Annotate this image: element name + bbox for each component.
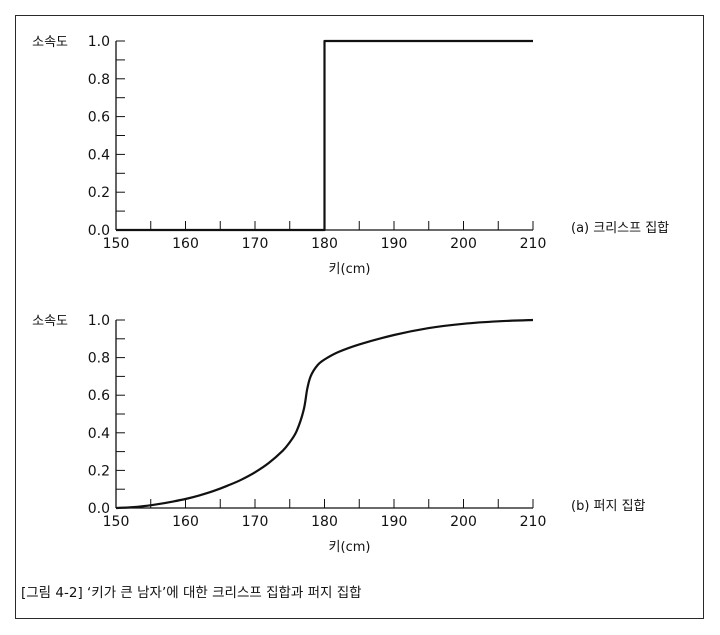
panel-a-series-line <box>116 39 533 232</box>
panel-b-x-axis-title: 키(cm) <box>329 540 371 555</box>
panel-a-y-tick-label: 0.6 <box>88 110 110 126</box>
panel-a-y-tick-label: 0.2 <box>88 185 110 201</box>
panel-a-y-tick-label: 0.8 <box>88 72 110 88</box>
panel-a-x-tick-label: 210 <box>520 236 547 252</box>
panel-b-y-tick-label: 0.6 <box>88 388 110 404</box>
figure-frame <box>15 15 704 619</box>
panel-a-y-tick-label: 1.0 <box>88 34 110 50</box>
panel-a-x-tick-label: 180 <box>311 236 338 252</box>
panel-b-y-axis-title: 소속도 <box>32 314 68 329</box>
panel-a-x-tick-label: 160 <box>172 236 199 252</box>
panel-b-x-tick-label: 190 <box>381 514 408 530</box>
panel-b-label: (b) 퍼지 집합 <box>571 499 646 514</box>
panel-a-label: (a) 크리스프 집합 <box>571 221 669 236</box>
panel-b-y-tick-label: 0.2 <box>88 463 110 479</box>
panel-a-x-tick-label: 200 <box>450 236 477 252</box>
panel-b-x-tick-label: 200 <box>450 514 477 530</box>
panel-b-x-tick-label: 210 <box>520 514 547 530</box>
panel-a-x-tick-label: 150 <box>103 236 130 252</box>
panel-b-series-line <box>115 318 534 510</box>
panel-b-y-tick-label: 0.4 <box>88 426 110 442</box>
panel-b-x-tick-label: 180 <box>311 514 338 530</box>
panel-a-x-tick-label: 170 <box>242 236 269 252</box>
panel-b-x-tick-label: 160 <box>172 514 199 530</box>
panel-b-y-tick-label: 1.0 <box>88 313 110 329</box>
panel-a-y-tick-label: 0.4 <box>88 147 110 163</box>
panel-b-x-tick-label: 150 <box>103 514 130 530</box>
panel-a-y-tick-label: 0.0 <box>88 223 110 239</box>
panel-b-y-tick-label: 0.0 <box>88 501 110 517</box>
panel-a-x-axis-title: 키(cm) <box>329 262 371 277</box>
panel-b-y-tick-label: 0.8 <box>88 351 110 367</box>
panel-a-x-tick-label: 190 <box>381 236 408 252</box>
figure-caption: [그림 4-2] ‘키가 큰 남자’에 대한 크리스프 집합과 퍼지 집합 <box>21 585 362 601</box>
panel-b-x-tick-label: 170 <box>242 514 269 530</box>
panel-a-y-axis-title: 소속도 <box>32 35 68 50</box>
